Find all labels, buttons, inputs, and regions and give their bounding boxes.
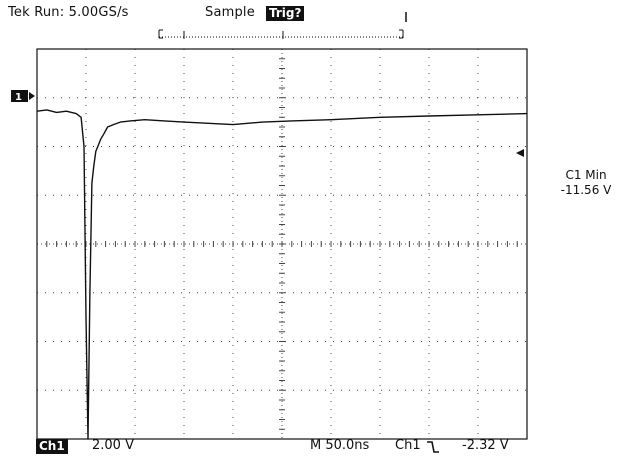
graticule [36,48,528,440]
acquisition-mode: Sample [205,5,255,20]
volts-per-division: 2.00 V [92,438,134,453]
timebase-setting: M 50.0ns [310,438,370,453]
falling-edge-icon [427,441,439,453]
ch1-marker-label: 1 [15,92,22,103]
acquisition-status: Tek Run: 5.00GS/s [8,5,129,20]
ch1-ground-marker: 1 [11,90,35,103]
graticule-frame [36,48,528,440]
trigger-level: -2.32 V [462,438,509,453]
measurement-value: -11.56 V [560,183,612,197]
channel-badge: Ch1 [36,439,68,454]
record-view-indicator [158,29,404,39]
measurement-arrow-icon [516,149,524,157]
measurement-label: C1 Min [565,168,607,182]
trigger-source: Ch1 [395,438,421,453]
ch1-waveform-trace [36,109,528,440]
trigger-status-badge: Trig? [266,6,305,21]
